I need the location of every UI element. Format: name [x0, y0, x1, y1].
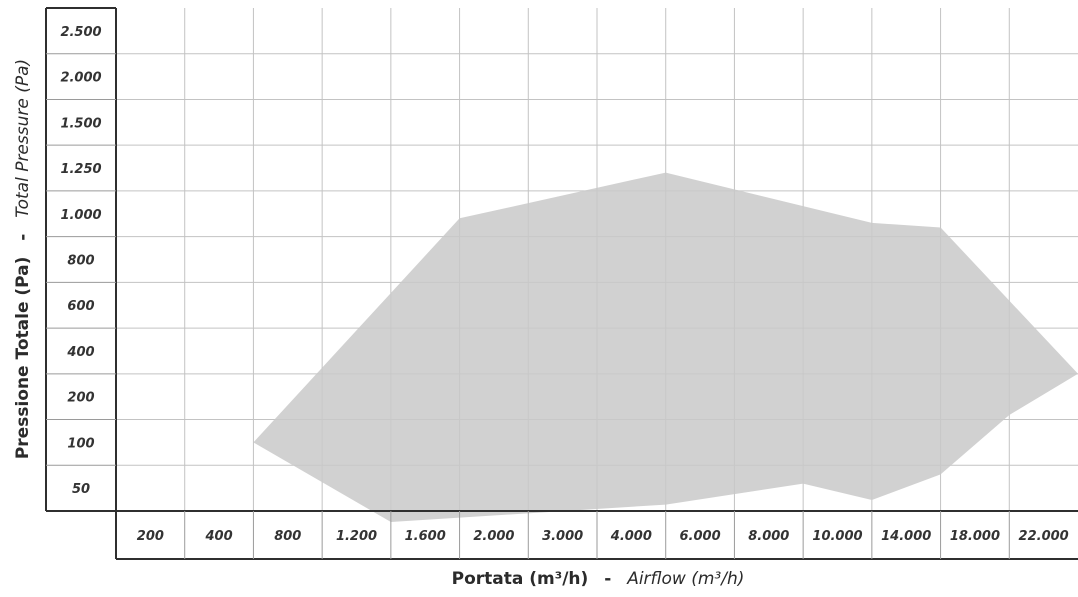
y-tick-label: 400: [66, 345, 94, 360]
axis-frame: [45, 7, 1078, 560]
x-axis-title-italic: Airflow (m³/h): [626, 569, 744, 589]
y-tick-label: 100: [67, 436, 94, 451]
y-tick-label: 2.500: [60, 25, 101, 40]
y-tick-label: 50: [72, 482, 90, 497]
area-layer: [253, 172, 1078, 522]
x-tick-labels: 200 400 800 1.200 1.600 2.000 3.000 4.000 6.000 8…: [137, 529, 1069, 544]
x-tick-label: 1.600: [405, 529, 446, 544]
y-tick-label: 200: [67, 391, 94, 406]
x-tick-label: 1.200: [336, 529, 377, 544]
x-tick-label: 10.000: [812, 529, 862, 544]
y-axis-title-main: Pressione Totale (Pa): [13, 257, 33, 460]
y-tick-label: 600: [67, 299, 94, 314]
operating-range-area: [253, 172, 1078, 522]
x-tick-label: 18.000: [950, 529, 1000, 544]
y-axis-title: Pressione Totale (Pa) - Total Pressure (…: [13, 59, 33, 459]
y-tick-label: 800: [67, 254, 94, 269]
x-tick-label: 2.000: [473, 529, 514, 544]
y-tick-label: 2.000: [60, 71, 101, 86]
x-tick-label: 22.000: [1019, 529, 1069, 544]
y-tick-label: 1.250: [60, 162, 101, 177]
x-axis-title-separator: -: [604, 569, 611, 589]
y-axis-title-separator: -: [13, 234, 33, 241]
x-axis-title: Portata (m³/h) - Airflow (m³/h): [452, 569, 745, 589]
x-tick-label: 14.000: [881, 529, 931, 544]
x-tick-label: 200: [137, 529, 164, 544]
x-tick-label: 8.000: [748, 529, 789, 544]
x-tick-label: 3.000: [542, 529, 583, 544]
y-tick-label: 1.000: [60, 208, 101, 223]
x-tick-label: 800: [274, 529, 301, 544]
x-tick-label: 4.000: [610, 529, 652, 544]
y-tick-label: 1.500: [60, 116, 101, 131]
y-tick-labels: 2.500 2.000 1.500 1.250 1.000 800 600 400 200 100…: [60, 25, 101, 497]
x-tick-label: 6.000: [680, 529, 721, 544]
x-axis-title-main: Portata (m³/h): [452, 569, 589, 589]
y-axis-title-italic: Total Pressure (Pa): [13, 59, 33, 218]
x-tick-label: 400: [205, 529, 233, 544]
